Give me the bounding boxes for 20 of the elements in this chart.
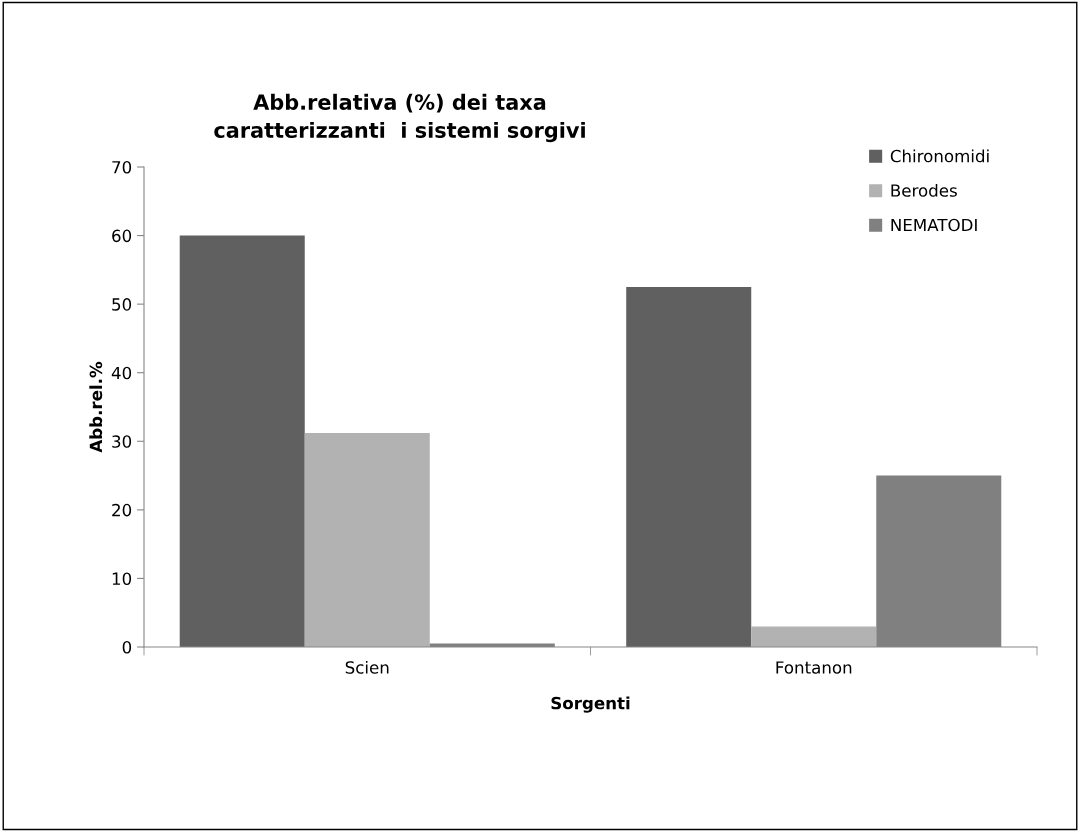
x-axis-title: Sorgenti	[551, 696, 630, 713]
x-tick-label: Scien	[345, 660, 389, 674]
y-tick-label: 40	[111, 366, 132, 380]
y-tick-label: 10	[112, 572, 132, 585]
bar	[626, 287, 752, 647]
y-tick-label: 20	[112, 503, 132, 517]
legend-label: Berodes	[891, 183, 957, 197]
chart-title: Abb.relativa (%) dei taxa caratterizzanti i sistemi sorgivi	[214, 93, 585, 143]
legend-label: Chironomidi	[890, 149, 989, 163]
y-axis-title: Abb.rel.%	[89, 361, 103, 453]
bar	[179, 235, 305, 647]
bar	[304, 433, 430, 647]
x-tick-label: Fontanon	[776, 661, 852, 674]
y-tick-label: 50	[112, 298, 132, 311]
y-tick-label: 70	[112, 160, 132, 174]
bar	[751, 626, 877, 647]
y-tick-label: 60	[112, 229, 132, 243]
y-tick-label: 0	[122, 640, 132, 654]
legend-label: NEMATODI	[891, 218, 977, 232]
y-tick-label: 30	[112, 435, 132, 448]
